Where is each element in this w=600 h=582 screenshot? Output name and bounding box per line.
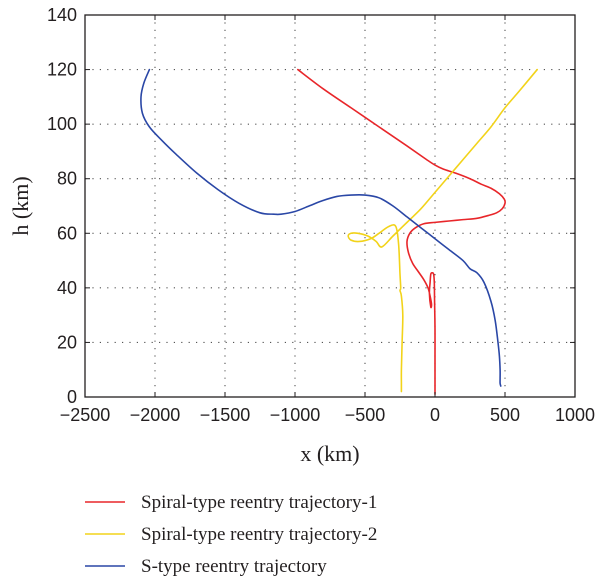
legend-label-2: Spiral-type reentry trajectory-2 xyxy=(141,524,377,545)
legend-label-3: S-type reentry trajectory xyxy=(141,556,327,577)
x-tick-label: −1500 xyxy=(200,405,251,425)
legend: Spiral-type reentry trajectory-1 Spiral-… xyxy=(85,492,377,577)
series-layer xyxy=(140,68,538,396)
y-tick-label: 60 xyxy=(57,223,77,243)
y-tick-labels: 0 20 40 60 80 100 120 140 xyxy=(47,5,77,407)
x-axis-title: x (km) xyxy=(300,441,359,466)
plot-area xyxy=(85,15,575,397)
axis-ticks xyxy=(84,14,576,398)
y-tick-label: 100 xyxy=(47,114,77,134)
legend-label-1: Spiral-type reentry trajectory-1 xyxy=(141,492,377,513)
y-axis-title: h (km) xyxy=(8,176,33,235)
grid-lines xyxy=(85,15,575,397)
y-tick-label: 20 xyxy=(57,332,77,352)
x-tick-label: −2000 xyxy=(130,405,181,425)
series-line-s-type xyxy=(140,68,502,387)
x-tick-label: −1000 xyxy=(270,405,321,425)
y-tick-label: 0 xyxy=(67,387,77,407)
y-tick-label: 120 xyxy=(47,60,77,80)
x-tick-label: 0 xyxy=(430,405,440,425)
y-tick-label: 40 xyxy=(57,278,77,298)
y-tick-label: 140 xyxy=(47,5,77,25)
x-tick-label: −500 xyxy=(345,405,386,425)
x-tick-labels: −2500 −2000 −1500 −1000 −500 0 500 1000 xyxy=(60,405,595,425)
plot-frame xyxy=(84,14,576,398)
x-tick-label: 1000 xyxy=(555,405,595,425)
x-tick-label: 500 xyxy=(490,405,520,425)
y-tick-label: 80 xyxy=(57,169,77,189)
series-line-spiral-2 xyxy=(347,68,538,393)
series-line-spiral-1 xyxy=(297,68,506,396)
x-tick-label: −2500 xyxy=(60,405,111,425)
